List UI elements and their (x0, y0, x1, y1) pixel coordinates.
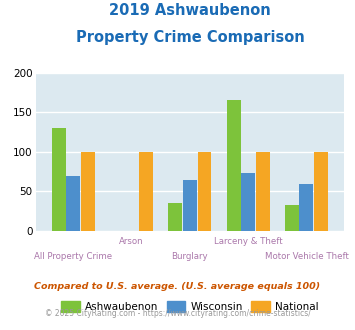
Bar (241, 173, 255, 231)
Bar (226, 100, 241, 231)
Bar (52, 128, 66, 231)
Text: Arson: Arson (119, 237, 144, 246)
Text: Motor Vehicle Theft: Motor Vehicle Theft (264, 251, 348, 261)
Text: Larceny & Theft: Larceny & Theft (214, 237, 283, 246)
Bar (300, 184, 313, 231)
Text: © 2025 CityRating.com - https://www.cityrating.com/crime-statistics/: © 2025 CityRating.com - https://www.city… (45, 309, 310, 317)
Text: Compared to U.S. average. (U.S. average equals 100): Compared to U.S. average. (U.S. average … (34, 282, 321, 291)
Bar (168, 203, 182, 231)
Bar (256, 152, 270, 231)
Text: 2019 Ashwaubenon: 2019 Ashwaubenon (109, 3, 271, 18)
Bar (197, 152, 212, 231)
Bar (183, 180, 197, 231)
Bar (81, 152, 95, 231)
Text: Burglary: Burglary (171, 251, 208, 261)
Text: All Property Crime: All Property Crime (34, 251, 113, 261)
Bar (139, 152, 153, 231)
Text: Property Crime Comparison: Property Crime Comparison (76, 30, 304, 45)
Legend: Ashwaubenon, Wisconsin, National: Ashwaubenon, Wisconsin, National (57, 296, 323, 316)
Bar (285, 205, 299, 231)
Bar (314, 152, 328, 231)
Bar (66, 176, 80, 231)
